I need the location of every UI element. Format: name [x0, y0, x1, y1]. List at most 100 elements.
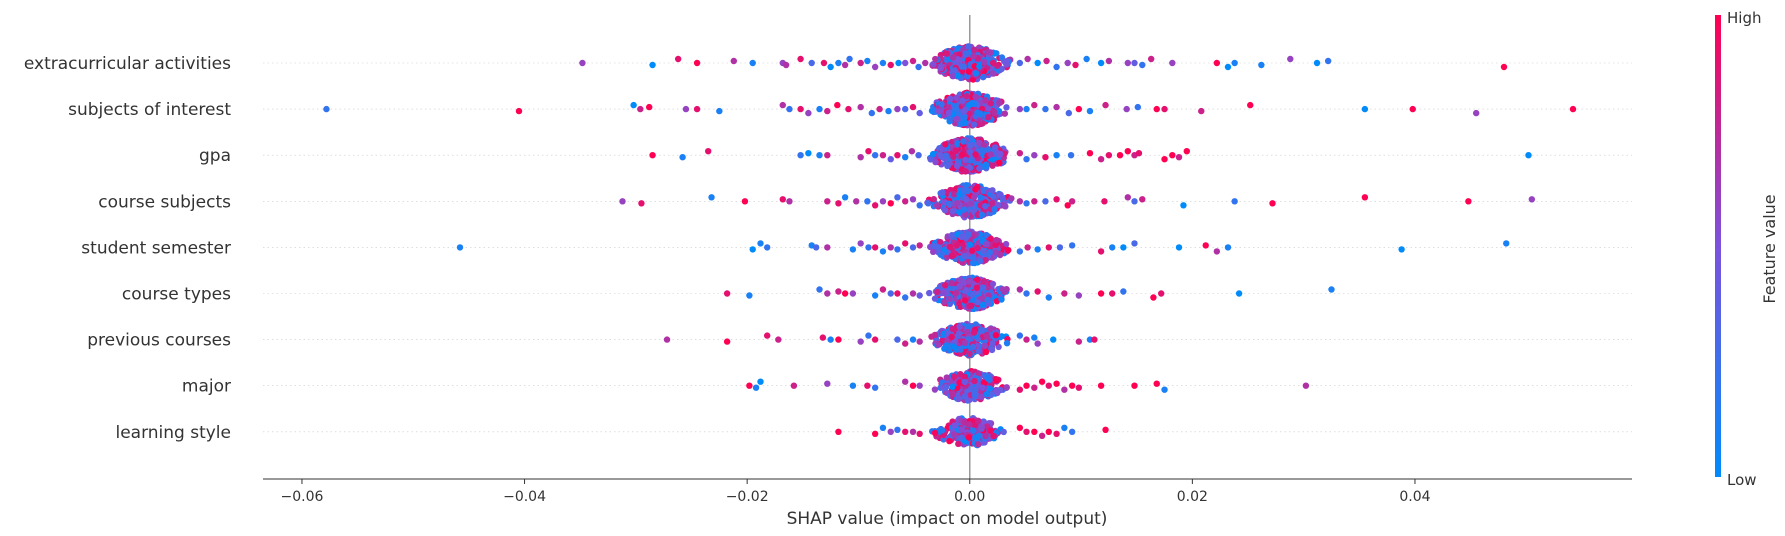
shap-point	[827, 336, 834, 343]
shap-dot	[967, 142, 974, 149]
shap-dot	[976, 165, 983, 172]
shap-dot	[961, 279, 968, 286]
shap-point	[1120, 244, 1127, 251]
shap-point	[1287, 55, 1294, 63]
shap-point	[841, 61, 849, 69]
shap-dot	[937, 151, 944, 159]
shap-point	[1061, 386, 1068, 393]
shap-point	[895, 59, 902, 67]
shap-dot	[966, 148, 974, 156]
shap-dot	[924, 200, 932, 207]
shap-dot	[931, 386, 939, 393]
shap-dot	[972, 94, 980, 101]
shap-dot	[969, 291, 976, 298]
shap-dot	[980, 73, 987, 81]
shap-point	[1131, 198, 1138, 205]
shap-point	[1053, 196, 1060, 203]
shap-point	[819, 334, 827, 341]
shap-dot	[981, 342, 989, 350]
shap-dot	[939, 189, 946, 196]
shap-dot	[966, 241, 974, 248]
shap-point	[1097, 59, 1105, 67]
shap-dot	[958, 151, 966, 159]
shap-point	[1034, 288, 1041, 295]
shap-dot	[971, 389, 978, 396]
shap-dot	[936, 283, 944, 291]
shap-dot	[989, 59, 997, 67]
shap-dot	[955, 440, 962, 448]
shap-point	[805, 109, 812, 117]
shap-point	[1016, 198, 1024, 205]
shap-point	[808, 59, 815, 67]
shap-dot	[996, 99, 1003, 106]
shap-dot	[990, 108, 997, 115]
shap-point	[1053, 430, 1060, 437]
shap-dot	[960, 120, 967, 127]
shap-dot	[993, 236, 1000, 244]
shap-dot	[998, 296, 1005, 303]
shap-point	[1086, 107, 1094, 115]
shap-dot	[946, 201, 953, 208]
shap-point	[916, 202, 923, 209]
shap-point	[1075, 292, 1083, 299]
shap-point	[1213, 248, 1221, 255]
shap-point	[824, 244, 831, 251]
shap-point	[779, 196, 786, 203]
shap-point	[1131, 59, 1138, 67]
shap-point	[1064, 59, 1071, 67]
shap-dot	[982, 256, 989, 264]
shap-dot	[980, 142, 988, 149]
shap-point	[902, 59, 909, 67]
shap-point	[853, 198, 860, 205]
shap-point	[915, 63, 922, 71]
shap-point	[456, 244, 464, 251]
shap-point	[1147, 55, 1155, 63]
shap-point	[1180, 202, 1187, 209]
shap-dot	[966, 350, 973, 358]
shap-dot	[982, 161, 990, 168]
shap-point	[1097, 382, 1105, 389]
shap-point	[1124, 148, 1132, 155]
shap-point	[1016, 386, 1024, 393]
shap-point	[894, 152, 901, 159]
shap-point	[1139, 61, 1146, 69]
shap-point	[857, 240, 864, 247]
shap-point	[1068, 382, 1076, 389]
shap-dot	[953, 94, 960, 101]
shap-dot	[946, 437, 953, 445]
shap-point	[879, 59, 887, 67]
shap-point	[1109, 244, 1116, 251]
shap-dot	[965, 163, 973, 171]
shap-point	[845, 105, 852, 113]
shap-dot	[987, 49, 994, 56]
shap-dot	[978, 211, 986, 219]
shap-point	[1105, 152, 1113, 159]
shap-dot	[931, 331, 939, 339]
shap-dot	[961, 378, 968, 386]
shap-dot	[980, 247, 987, 254]
shap-dot	[938, 101, 945, 108]
shap-dot	[978, 423, 985, 431]
shap-point	[1169, 59, 1176, 67]
shap-dot	[981, 203, 989, 210]
shap-point	[1065, 109, 1073, 117]
shap-dot	[979, 284, 987, 292]
shap-point	[916, 242, 923, 249]
shap-dot	[962, 50, 970, 57]
shap-point	[1045, 428, 1052, 435]
shap-dot	[983, 333, 991, 340]
shap-dot	[960, 138, 967, 145]
shap-point	[579, 59, 586, 67]
shap-point	[835, 200, 842, 207]
shap-dot	[996, 159, 1003, 167]
shap-dot	[989, 340, 996, 347]
shap-point	[916, 430, 923, 437]
shap-dot	[949, 72, 956, 80]
shap-point	[1038, 432, 1046, 439]
shap-point	[916, 292, 923, 299]
shap-dot	[927, 156, 934, 163]
shap-dot	[976, 63, 983, 70]
shap-point	[1045, 382, 1052, 389]
shap-point	[730, 57, 738, 65]
shap-dot	[933, 202, 941, 209]
